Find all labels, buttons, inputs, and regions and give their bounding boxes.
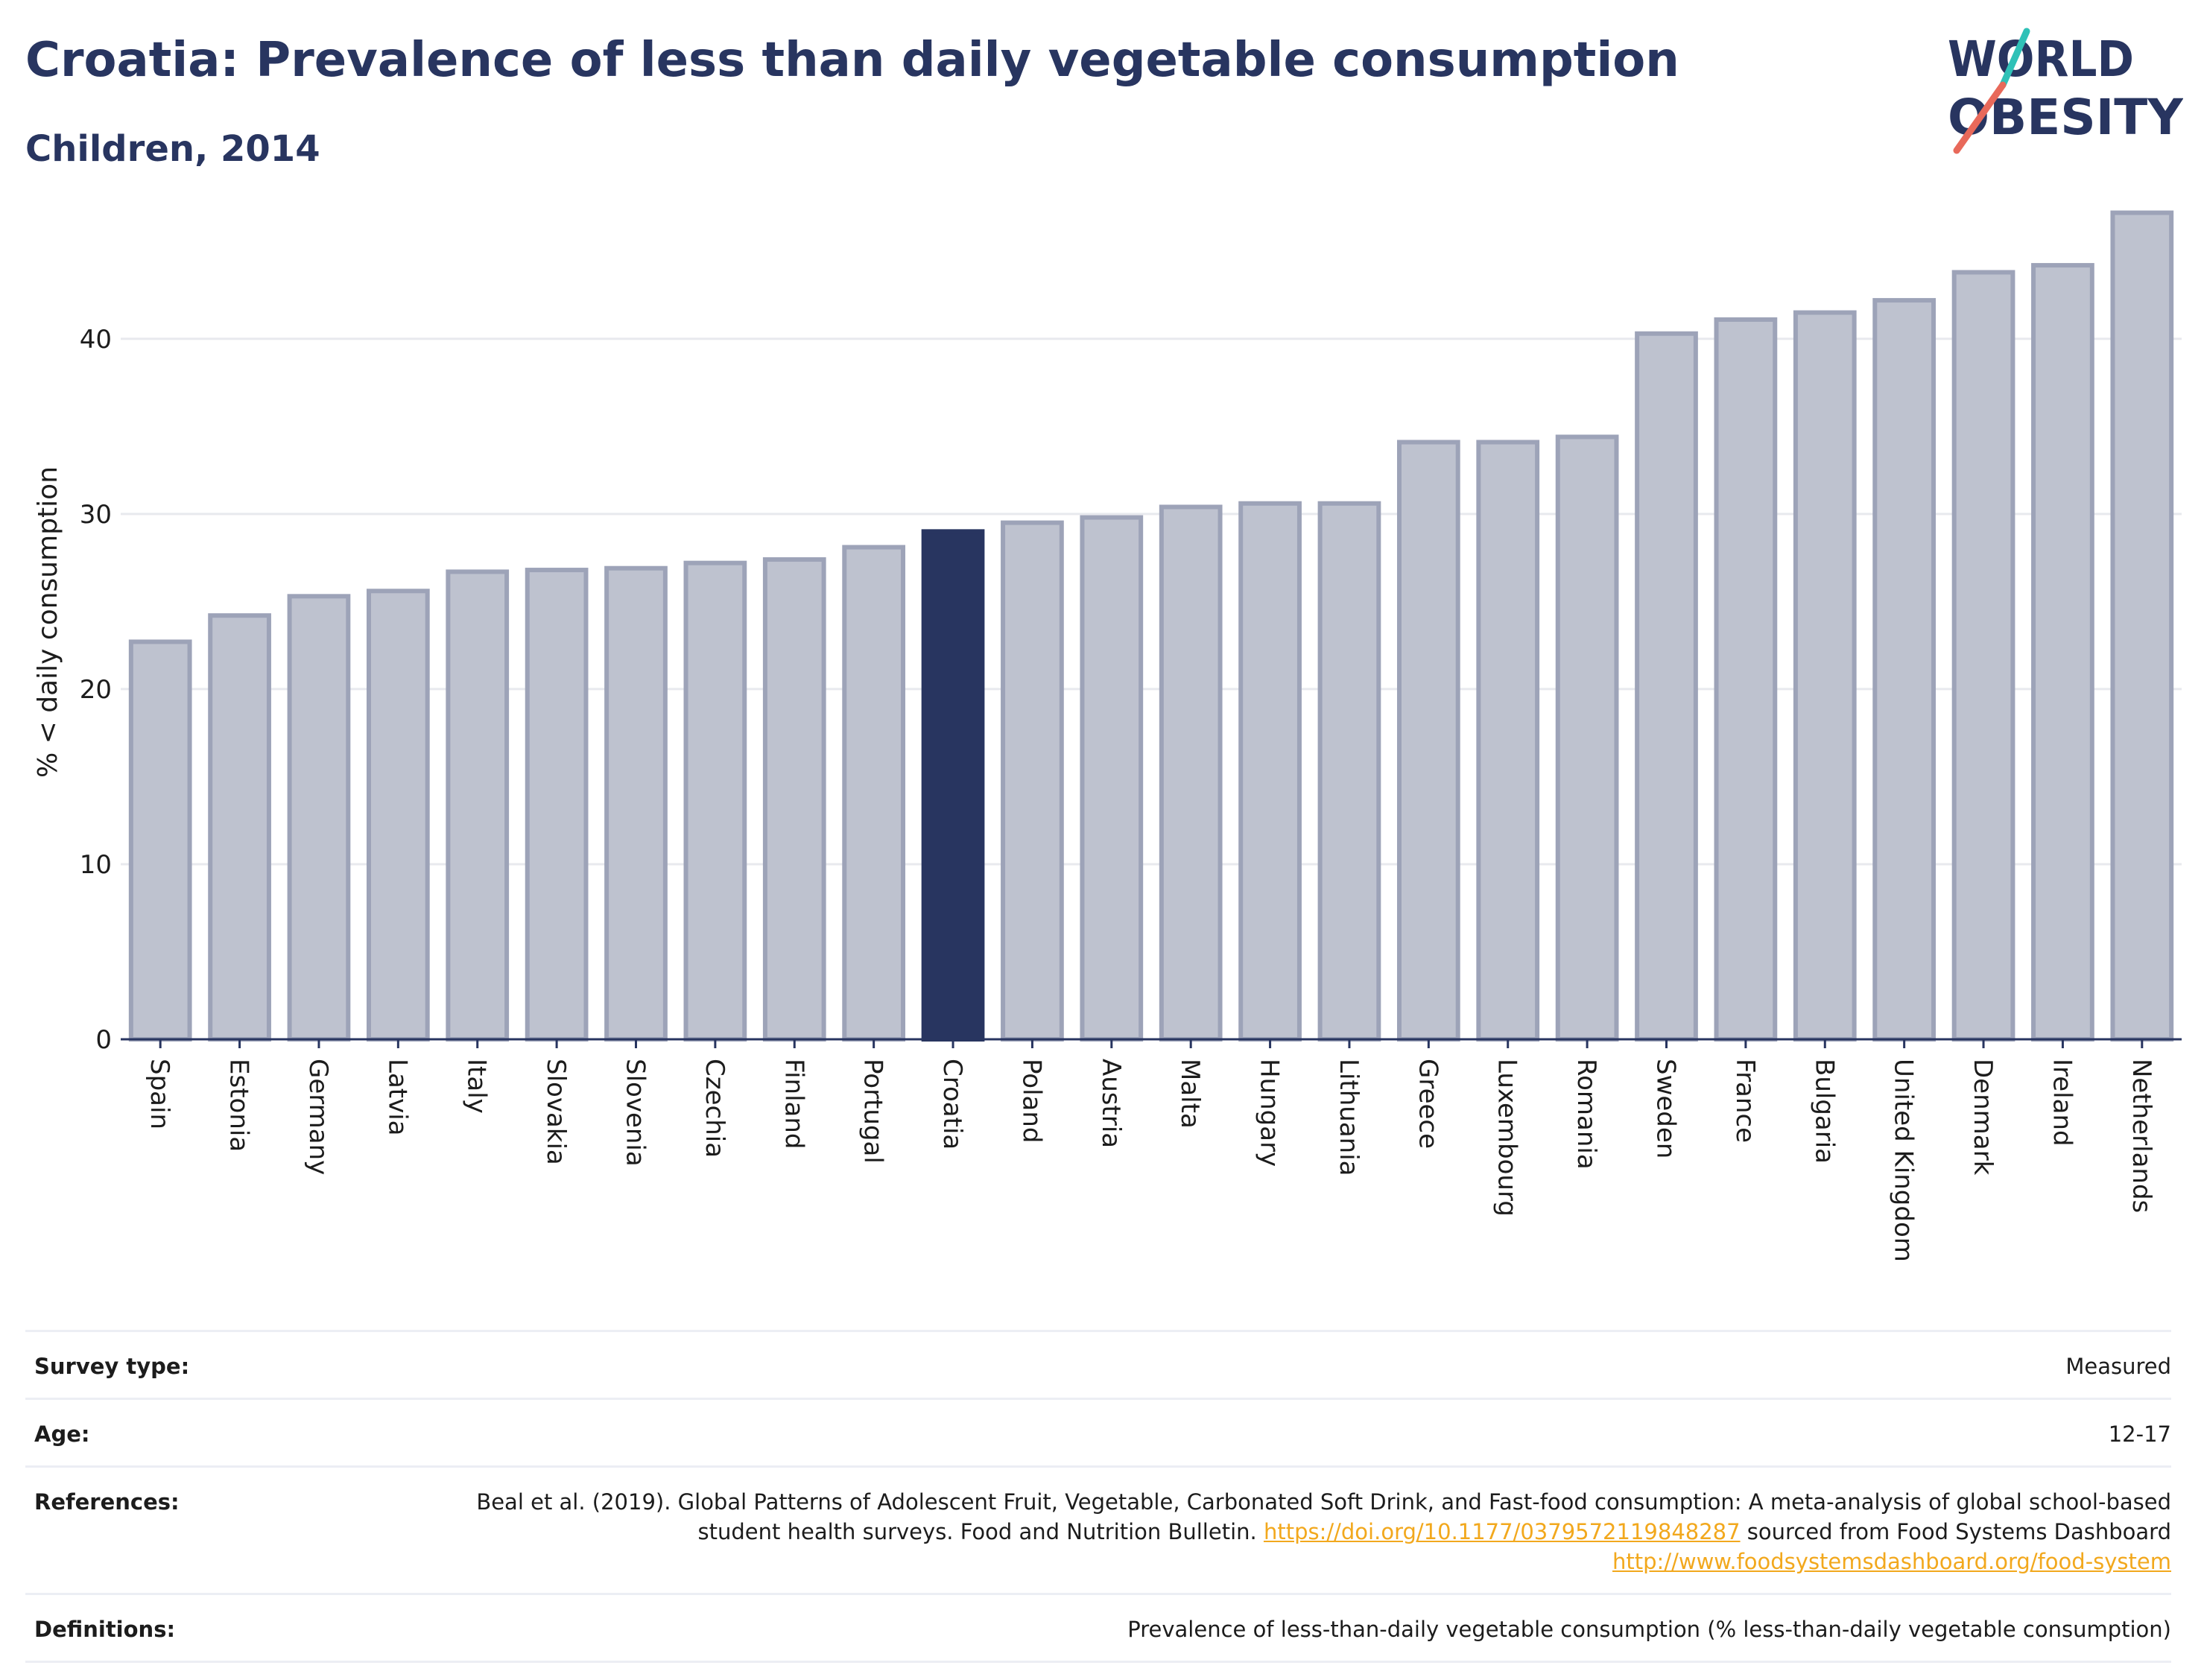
bar-austria: [1080, 515, 1144, 1042]
info-row-references: References: Beal et al. (2019). Global P…: [25, 1465, 2171, 1593]
x-tick-label: Portugal: [858, 1059, 888, 1164]
x-tick-label: Ireland: [2047, 1059, 2077, 1147]
bars: [128, 210, 2174, 1042]
bar-finland: [762, 557, 826, 1042]
x-tick-label: Slovakia: [541, 1059, 571, 1165]
bar-netherlands: [2110, 210, 2174, 1042]
chart-subtitle: Children, 2014: [25, 128, 320, 170]
info-table: Survey type: Measured Age: 12-17 Referen…: [25, 1330, 2171, 1663]
x-tick-label: Denmark: [1968, 1059, 1998, 1176]
info-row-survey-type: Survey type: Measured: [25, 1330, 2171, 1398]
bar-france: [1714, 317, 1778, 1042]
x-tick-label: Latvia: [382, 1059, 412, 1136]
bar-czechia: [683, 560, 747, 1042]
svg-text:WORLD: WORLD: [1948, 31, 2134, 88]
x-tick-label: Malta: [1175, 1059, 1205, 1129]
x-tick-label: Italy: [462, 1059, 492, 1114]
references-label: References:: [34, 1489, 180, 1515]
bar-luxembourg: [1476, 440, 1540, 1042]
bar-croatia: [921, 529, 985, 1042]
y-tick-label: 30: [80, 500, 112, 530]
bar-chart: 0 10 20 30 40 Spain Estonia Germany Latvia Italy…: [33, 210, 2182, 1262]
x-tick-label: Austria: [1096, 1059, 1126, 1148]
x-axis-ticks: Spain Estonia Germany Latvia Italy Slovakia Sl…: [145, 1039, 2156, 1262]
gridlines: [121, 337, 2182, 866]
bar-slovenia: [604, 565, 668, 1042]
age-value: 12-17: [2108, 1421, 2171, 1447]
x-tick-label: Netherlands: [2127, 1059, 2156, 1213]
definitions-label: Definitions:: [34, 1617, 176, 1642]
bar-spain: [128, 639, 192, 1042]
x-tick-label: Croatia: [937, 1059, 967, 1150]
y-axis-title: % < daily consumption: [33, 466, 63, 778]
doi-link[interactable]: https://doi.org/10.1177/0379572119848287: [1263, 1519, 1741, 1544]
x-tick-label: Sweden: [1651, 1059, 1681, 1158]
y-tick-label: 0: [95, 1025, 112, 1055]
bar-romania: [1555, 434, 1619, 1042]
svg-text:OBESITY: OBESITY: [1948, 89, 2183, 146]
references-value: Beal et al. (2019). Global Patterns of A…: [472, 1468, 2171, 1593]
info-row-definitions: Definitions: Prevalence of less-than-dai…: [25, 1593, 2171, 1663]
x-tick-label: Estonia: [224, 1059, 254, 1152]
bar-estonia: [208, 613, 271, 1042]
bar-slovakia: [525, 568, 589, 1042]
x-tick-label: Germany: [303, 1059, 333, 1175]
x-tick-label: Bulgaria: [1809, 1059, 1839, 1164]
bar-latvia: [366, 589, 430, 1042]
x-tick-label: Luxembourg: [1492, 1059, 1522, 1217]
age-label: Age:: [34, 1421, 90, 1447]
chart-title: Croatia: Prevalence of less than daily v…: [25, 33, 1679, 88]
x-tick-label: Finland: [779, 1059, 808, 1150]
definitions-value: Prevalence of less-than-daily vegetable …: [1127, 1617, 2171, 1642]
food-systems-dashboard-link[interactable]: http://www.foodsystemsdashboard.org/food…: [1612, 1549, 2171, 1574]
x-tick-label: Czechia: [700, 1059, 729, 1158]
x-tick-label: Poland: [1016, 1059, 1046, 1144]
references-text-2: sourced from Food Systems Dashboard: [1740, 1519, 2171, 1544]
y-tick-label: 40: [80, 325, 112, 355]
survey-type-label: Survey type:: [34, 1354, 190, 1379]
survey-type-value: Measured: [2065, 1354, 2171, 1379]
bar-poland: [1001, 520, 1064, 1042]
bar-united-kingdom: [1872, 298, 1937, 1042]
bar-italy: [446, 569, 510, 1042]
x-tick-label: Greece: [1413, 1059, 1443, 1149]
bar-ireland: [2031, 263, 2094, 1042]
x-tick-label: Romania: [1571, 1059, 1601, 1170]
y-tick-label: 20: [80, 675, 112, 705]
bar-germany: [287, 594, 351, 1042]
x-tick-label: Lithuania: [1334, 1059, 1364, 1176]
bar-bulgaria: [1793, 310, 1857, 1042]
y-axis-ticks: 0 10 20 30 40: [80, 325, 112, 1055]
bar-malta: [1159, 504, 1223, 1042]
bar-greece: [1396, 440, 1460, 1042]
bar-hungary: [1238, 501, 1302, 1042]
x-tick-label: France: [1730, 1059, 1760, 1143]
bar-portugal: [842, 545, 906, 1042]
bar-sweden: [1635, 331, 1698, 1042]
bar-lithuania: [1317, 501, 1381, 1042]
x-tick-label: Spain: [145, 1059, 174, 1129]
x-tick-label: Hungary: [1255, 1059, 1285, 1167]
bar-denmark: [1951, 270, 2015, 1042]
x-tick-label: United Kingdom: [1889, 1059, 1919, 1262]
x-tick-label: Slovenia: [621, 1059, 650, 1167]
world-obesity-logo: WORLD OBESITY: [1948, 28, 2183, 154]
y-tick-label: 10: [80, 850, 112, 880]
references-text: Beal et al. (2019). Global Patterns of A…: [476, 1489, 2171, 1544]
info-row-age: Age: 12-17: [25, 1398, 2171, 1465]
